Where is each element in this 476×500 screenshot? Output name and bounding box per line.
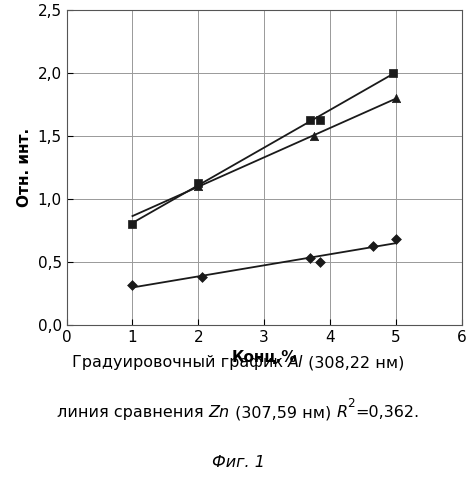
Point: [307, 116, 314, 124]
Text: (307,59 нм): (307,59 нм): [230, 405, 336, 420]
Text: 2: 2: [347, 397, 355, 410]
Point: [317, 116, 324, 124]
Text: Фиг. 1: Фиг. 1: [211, 455, 265, 470]
Point: [307, 254, 314, 262]
Point: [310, 132, 317, 140]
Point: [369, 242, 377, 250]
Point: [198, 273, 206, 281]
Point: [129, 220, 136, 228]
Point: [317, 258, 324, 266]
Text: линия сравнения: линия сравнения: [57, 405, 208, 420]
Point: [195, 178, 202, 186]
Point: [392, 94, 400, 102]
Y-axis label: Отн. инт.: Отн. инт.: [17, 128, 32, 207]
Text: =0,362.: =0,362.: [355, 405, 419, 420]
Text: Al: Al: [288, 355, 303, 370]
Text: (308,22 нм): (308,22 нм): [303, 355, 405, 370]
Point: [392, 236, 400, 244]
Text: Градуировочный график: Градуировочный график: [71, 355, 288, 370]
Text: Zn: Zn: [208, 405, 230, 420]
Text: R: R: [336, 405, 347, 420]
Point: [195, 182, 202, 190]
Point: [129, 280, 136, 288]
Point: [389, 69, 397, 77]
X-axis label: Конц.%: Конц.%: [231, 350, 297, 366]
